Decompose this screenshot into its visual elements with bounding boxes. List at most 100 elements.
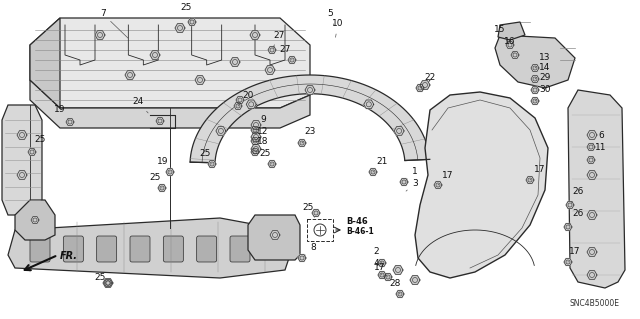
- Polygon shape: [288, 56, 296, 63]
- Polygon shape: [587, 271, 597, 279]
- FancyBboxPatch shape: [97, 236, 116, 262]
- Text: 6: 6: [593, 130, 604, 145]
- Polygon shape: [166, 168, 174, 175]
- Polygon shape: [251, 127, 259, 133]
- Polygon shape: [17, 171, 27, 179]
- Polygon shape: [526, 176, 534, 183]
- Polygon shape: [378, 271, 386, 278]
- Text: B-46: B-46: [346, 217, 368, 226]
- Polygon shape: [420, 81, 430, 89]
- Polygon shape: [251, 149, 259, 155]
- Polygon shape: [364, 100, 374, 109]
- Polygon shape: [587, 211, 597, 219]
- Polygon shape: [246, 100, 256, 109]
- Text: 7: 7: [100, 10, 128, 38]
- Polygon shape: [265, 66, 275, 74]
- Text: 26: 26: [572, 188, 584, 203]
- Polygon shape: [15, 200, 55, 240]
- Polygon shape: [95, 31, 105, 39]
- Text: 13: 13: [535, 53, 551, 68]
- Polygon shape: [28, 149, 36, 155]
- FancyBboxPatch shape: [30, 236, 50, 262]
- Polygon shape: [495, 35, 575, 88]
- FancyBboxPatch shape: [163, 236, 183, 262]
- Polygon shape: [511, 52, 519, 58]
- Text: 18: 18: [255, 137, 269, 152]
- Text: 17: 17: [530, 166, 546, 180]
- Text: 2: 2: [373, 248, 382, 263]
- Polygon shape: [31, 217, 39, 224]
- Polygon shape: [587, 131, 597, 139]
- Text: 21: 21: [373, 158, 388, 172]
- Polygon shape: [400, 179, 408, 185]
- FancyBboxPatch shape: [230, 236, 250, 262]
- Text: 27: 27: [279, 46, 292, 60]
- Polygon shape: [251, 121, 261, 129]
- Polygon shape: [564, 258, 572, 265]
- Text: 14: 14: [535, 63, 550, 79]
- Text: 25: 25: [259, 150, 272, 164]
- Polygon shape: [251, 137, 259, 145]
- Polygon shape: [30, 80, 310, 128]
- Polygon shape: [369, 168, 377, 175]
- Text: 9: 9: [255, 115, 266, 130]
- Text: 17: 17: [438, 170, 454, 185]
- Text: 27: 27: [273, 31, 285, 48]
- Text: 17: 17: [374, 263, 388, 277]
- Polygon shape: [66, 119, 74, 125]
- Polygon shape: [30, 18, 310, 108]
- Text: 10: 10: [332, 19, 344, 37]
- Text: 25: 25: [302, 204, 314, 218]
- Polygon shape: [150, 51, 160, 59]
- Text: 3: 3: [406, 179, 418, 191]
- Polygon shape: [248, 215, 300, 260]
- Text: 5: 5: [327, 10, 334, 26]
- Polygon shape: [188, 19, 196, 26]
- Polygon shape: [498, 22, 525, 40]
- Polygon shape: [268, 160, 276, 167]
- Text: 24: 24: [132, 98, 148, 113]
- Polygon shape: [378, 260, 386, 266]
- Polygon shape: [531, 86, 539, 93]
- Polygon shape: [394, 127, 404, 135]
- Text: 12: 12: [255, 127, 269, 141]
- Polygon shape: [268, 47, 276, 54]
- Text: 19: 19: [157, 158, 170, 172]
- Text: 28: 28: [389, 278, 401, 294]
- Text: 22: 22: [420, 73, 436, 88]
- Text: 4: 4: [373, 259, 382, 275]
- Text: FR.: FR.: [60, 251, 78, 261]
- Text: 1: 1: [406, 167, 418, 180]
- Text: 25: 25: [33, 136, 45, 150]
- Text: 17: 17: [568, 248, 580, 262]
- Text: 16: 16: [504, 38, 516, 52]
- Polygon shape: [270, 231, 280, 239]
- Polygon shape: [156, 117, 164, 124]
- Text: 15: 15: [494, 26, 508, 43]
- Text: 8: 8: [304, 243, 316, 256]
- Polygon shape: [195, 76, 205, 84]
- FancyBboxPatch shape: [130, 236, 150, 262]
- Polygon shape: [251, 145, 261, 153]
- Polygon shape: [236, 97, 244, 103]
- Polygon shape: [30, 18, 60, 108]
- Polygon shape: [531, 76, 539, 83]
- Polygon shape: [587, 144, 595, 151]
- Polygon shape: [568, 90, 625, 288]
- Polygon shape: [416, 85, 424, 92]
- Polygon shape: [158, 184, 166, 191]
- FancyBboxPatch shape: [196, 236, 217, 262]
- Polygon shape: [234, 102, 242, 109]
- Polygon shape: [587, 171, 597, 179]
- Polygon shape: [305, 86, 315, 94]
- Polygon shape: [410, 276, 420, 284]
- Polygon shape: [250, 31, 260, 39]
- Polygon shape: [103, 279, 113, 287]
- Text: 11: 11: [593, 144, 607, 158]
- Polygon shape: [312, 210, 320, 217]
- Polygon shape: [251, 133, 261, 141]
- Text: 25: 25: [94, 273, 106, 288]
- Text: 25: 25: [199, 150, 212, 164]
- Polygon shape: [125, 71, 135, 79]
- Text: B-46-1: B-46-1: [346, 227, 374, 236]
